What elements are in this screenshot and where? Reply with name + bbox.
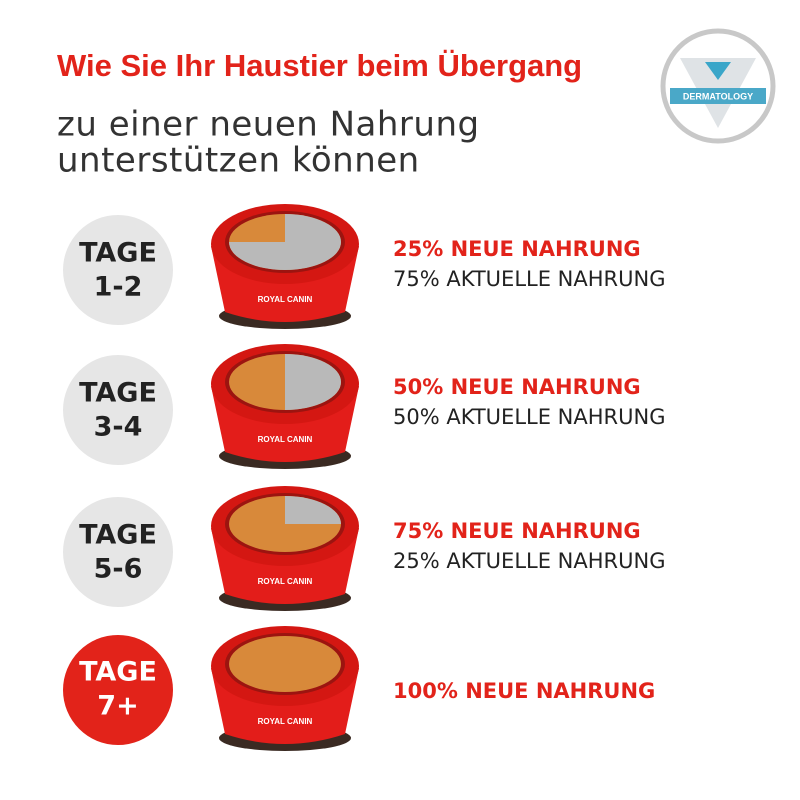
badge: DERMATOLOGY (660, 28, 776, 144)
new-food: 50% NEUE NAHRUNG (393, 375, 641, 399)
badge-text: DERMATOLOGY (683, 91, 753, 101)
day-label: TAGE (79, 657, 157, 688)
bowl: ROYAL CANIN (211, 344, 359, 469)
brand: ROYAL CANIN (258, 435, 313, 444)
day-range: 7+ (97, 691, 138, 722)
current-food: 25% AKTUELLE NAHRUNG (393, 549, 665, 573)
day-label: TAGE (79, 378, 157, 409)
brand: ROYAL CANIN (258, 717, 313, 726)
new-food: 25% NEUE NAHRUNG (393, 237, 641, 261)
new-food: 75% NEUE NAHRUNG (393, 519, 641, 543)
title: Wie Sie Ihr Haustier beim Übergang (57, 48, 582, 83)
day-range: 5-6 (94, 554, 143, 585)
new-food: 100% NEUE NAHRUNG (393, 679, 655, 703)
day-range: 1-2 (94, 272, 143, 303)
brand: ROYAL CANIN (258, 295, 313, 304)
subtitle: zu einer neuen Nahrung (57, 105, 480, 145)
brand: ROYAL CANIN (258, 577, 313, 586)
day-label: TAGE (79, 238, 157, 269)
day-circle (63, 215, 173, 325)
bowl: ROYAL CANIN (211, 486, 359, 611)
day-circle (63, 635, 173, 745)
day-range: 3-4 (94, 412, 143, 443)
current-food: 50% AKTUELLE NAHRUNG (393, 405, 665, 429)
day-label: TAGE (79, 520, 157, 551)
current-food: 75% AKTUELLE NAHRUNG (393, 267, 665, 291)
day-circle (63, 355, 173, 465)
bowl: ROYAL CANIN (211, 626, 359, 751)
day-circle (63, 497, 173, 607)
subtitle: unterstützen können (57, 141, 420, 181)
bowl: ROYAL CANIN (211, 204, 359, 329)
